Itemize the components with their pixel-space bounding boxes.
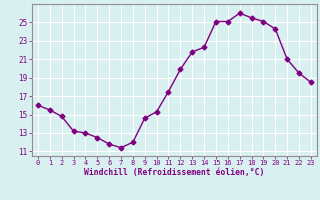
X-axis label: Windchill (Refroidissement éolien,°C): Windchill (Refroidissement éolien,°C)	[84, 168, 265, 177]
